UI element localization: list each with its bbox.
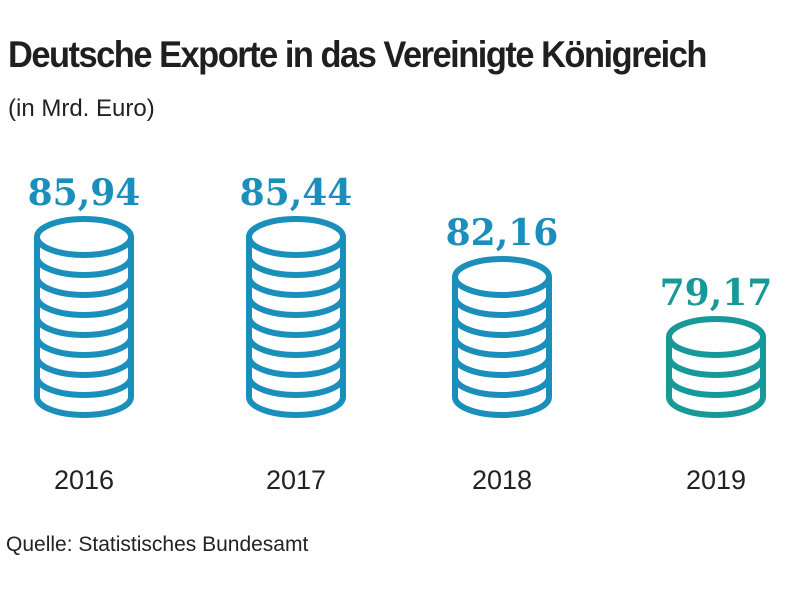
coin-edge <box>34 356 134 378</box>
coin-edge <box>246 316 346 338</box>
coin-edge <box>34 336 134 358</box>
coin-edge <box>246 276 346 298</box>
coin-edge <box>34 256 134 278</box>
coin-edge <box>34 376 134 398</box>
coin-edge <box>452 356 552 378</box>
value-label-2019: 79,17 <box>660 272 773 314</box>
coin-edge <box>246 356 346 378</box>
year-label-2019: 2019 <box>686 465 746 495</box>
coin-edge <box>452 376 552 398</box>
chart-title: Deutsche Exporte in das Vereinigte König… <box>8 34 707 75</box>
coin-edge <box>452 316 552 338</box>
year-label-2017: 2017 <box>266 465 326 495</box>
coin-edge <box>246 256 346 278</box>
source-note: Quelle: Statistisches Bundesamt <box>6 533 309 556</box>
year-label-2016: 2016 <box>54 465 114 495</box>
coin-stack-2018 <box>452 256 552 418</box>
coin-edge <box>34 276 134 298</box>
coin-edge <box>34 296 134 318</box>
coin-edge <box>452 296 552 318</box>
coin-top <box>666 316 766 358</box>
coin-top <box>452 256 552 298</box>
value-label-2016: 85,94 <box>28 172 141 214</box>
coin-edge <box>246 296 346 318</box>
coin-stack-2016 <box>34 216 134 418</box>
coin-top <box>34 216 134 258</box>
coin-edge <box>246 376 346 398</box>
coin-stack-2019 <box>666 316 766 418</box>
coin-edge <box>246 336 346 358</box>
value-label-2017: 85,44 <box>240 172 353 214</box>
chart-subtitle: (in Mrd. Euro) <box>8 95 155 122</box>
coin-stack-2017 <box>246 216 346 418</box>
coin-edge <box>666 376 766 398</box>
year-label-2018: 2018 <box>472 465 532 495</box>
coin-edge <box>452 336 552 358</box>
coin-edge <box>34 316 134 338</box>
value-label-2018: 82,16 <box>446 212 559 254</box>
coin-top <box>246 216 346 258</box>
coin-edge <box>666 356 766 378</box>
